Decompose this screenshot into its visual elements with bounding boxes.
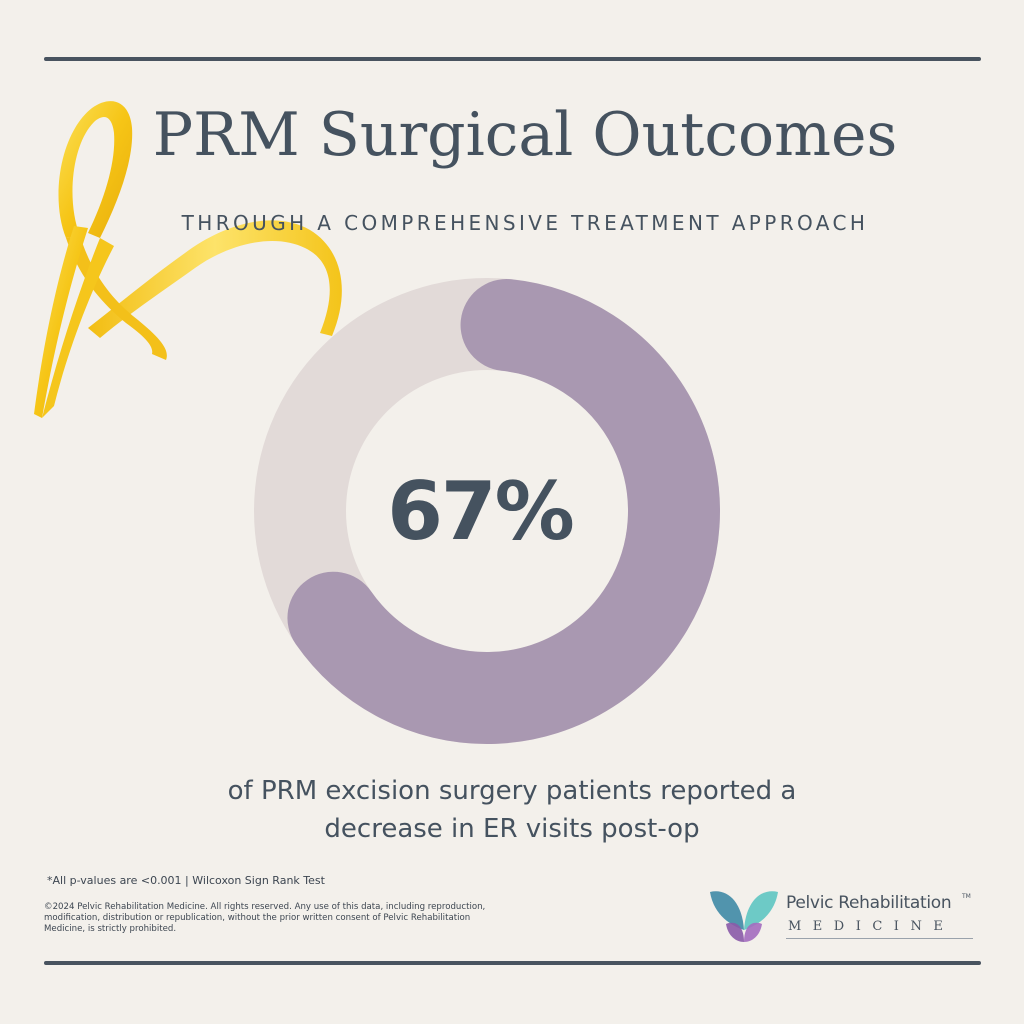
chart-caption: of PRM excision surgery patients reporte… [150,772,874,848]
top-divider [44,57,981,61]
donut-chart [254,278,720,744]
butterfly-logo-icon [710,891,778,942]
copyright-notice: ©2024 Pelvic Rehabilitation Medicine. Al… [44,902,486,934]
logo-subtitle: MEDICINE [788,919,955,934]
page-title: PRM Surgical Outcomes [152,100,898,170]
caption-line-2: decrease in ER visits post-op [324,814,700,844]
awareness-ribbon-icon [34,101,342,418]
statistics-footnote: *All p-values are <0.001 | Wilcoxon Sign… [47,874,325,887]
donut-center-label: 67% [387,464,574,558]
page-subtitle: THROUGH A COMPREHENSIVE TREATMENT APPROA… [181,211,869,235]
logo-name: Pelvic Rehabilitation [786,893,952,913]
brand-logo: Pelvic Rehabilitation TM MEDICINE [706,886,976,946]
caption-line-1: of PRM excision surgery patients reporte… [227,776,797,806]
donut-value-arc [287,279,720,744]
logo-divider [786,938,973,939]
logo-trademark: TM [962,893,971,900]
bottom-divider [44,961,981,965]
